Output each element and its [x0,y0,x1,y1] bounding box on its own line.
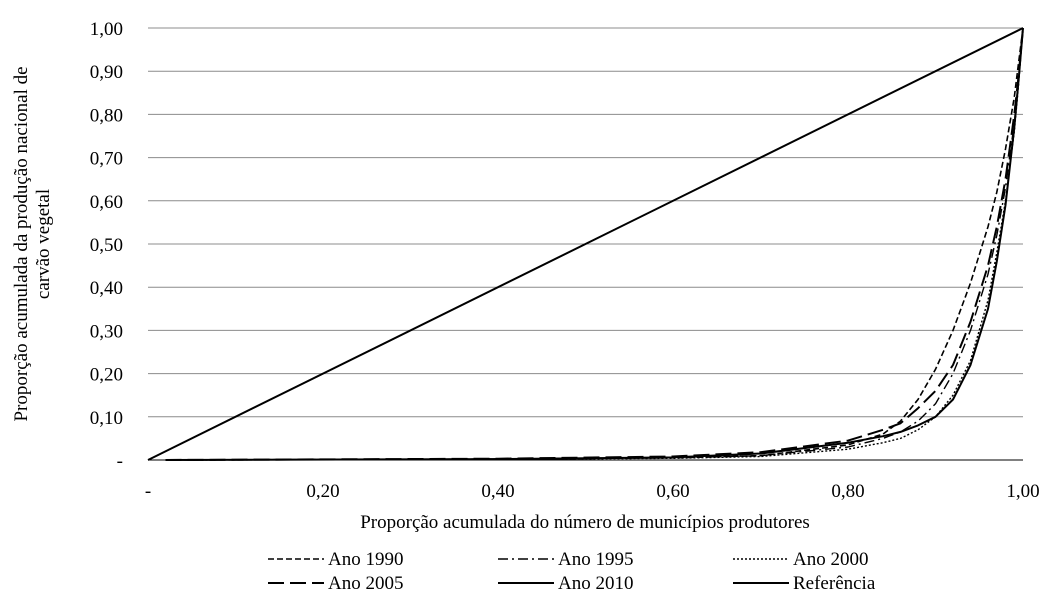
y-tick-label-5: 0,50 [90,235,123,256]
legend-label-4: Ano 2010 [558,573,633,594]
y-tick-label-6: 0,60 [90,192,123,213]
y-axis-title-line-2: carvão vegetal [33,189,54,299]
y-tick-label-10: 1,00 [90,19,123,40]
series-line-0 [165,27,1024,461]
legend-label-0: Ano 1990 [328,549,403,570]
series-line-3 [165,27,1024,461]
x-tick-label-5: 1,00 [1006,481,1039,502]
y-tick-label-7: 0,70 [90,149,123,170]
y-tick-label-9: 0,90 [90,62,123,83]
y-axis-title-line-1: Proporção acumulada da produção nacional… [11,66,32,421]
y-tick-label-0: - [117,451,123,472]
series-line-5 [147,27,1024,461]
x-tick-label-2: 0,40 [481,481,514,502]
x-tick-labels: - 0,20 0,40 0,60 0,80 1,00 [145,481,1040,502]
series-lines [147,27,1024,461]
x-tick-label-0: - [145,481,151,502]
x-tick-label-4: 0,80 [831,481,864,502]
y-tick-label-1: 0,10 [90,408,123,429]
legend-label-2: Ano 2000 [793,549,868,570]
y-tick-labels: - 0,10 0,20 0,30 0,40 0,50 0,60 0,70 0,80 0,90 1,0… [90,19,123,472]
y-tick-label-2: 0,20 [90,365,123,386]
legend-label-3: Ano 2005 [328,573,403,594]
x-tick-label-1: 0,20 [306,481,339,502]
x-axis-title: Proporção acumulada do número de municíp… [360,512,810,533]
legend: Ano 1990 Ano 1995 Ano 2000 Ano 2005 Ano 2010… [268,549,876,594]
y-tick-label-4: 0,40 [90,278,123,299]
y-tick-label-8: 0,80 [90,105,123,126]
y-tick-label-3: 0,30 [90,321,123,342]
x-tick-label-3: 0,60 [656,481,689,502]
legend-label-5: Referência [793,573,876,594]
legend-label-1: Ano 1995 [558,549,633,570]
series-line-4 [165,27,1024,461]
gridlines [148,27,1023,418]
